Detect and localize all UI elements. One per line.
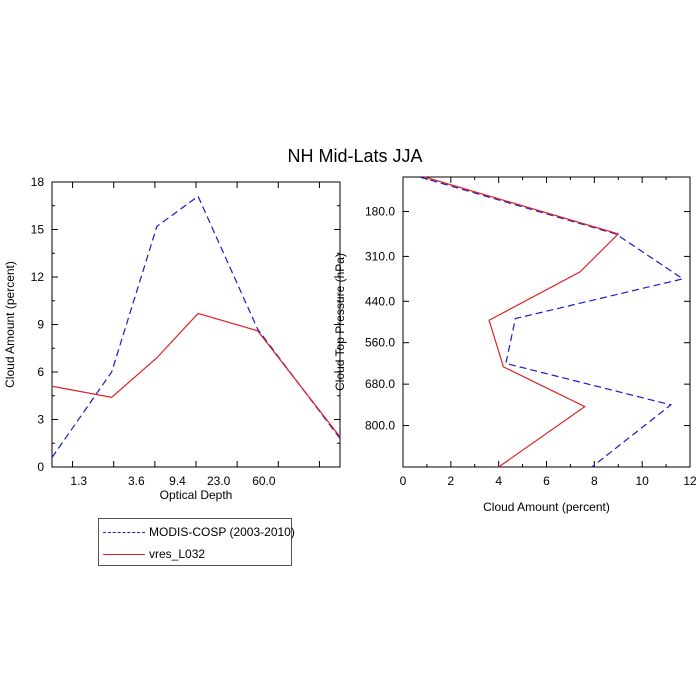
right-xtick-label: 12	[683, 474, 697, 488]
left-xtick-label: 9.4	[169, 474, 186, 488]
right-ylabel: Cloud Top Pressure (hPa)	[333, 253, 347, 391]
left-xtick-label: 23.0	[207, 474, 231, 488]
legend-label-model: vres_L032	[149, 547, 206, 561]
legend-entry-model: vres_L032	[99, 545, 291, 565]
right-ytick-label: 560.0	[365, 336, 395, 350]
right-series-modis-line	[419, 176, 685, 468]
legend-entry-modis: MODIS-COSP (2003-2010)	[99, 523, 295, 543]
left-ytick-label: 0	[37, 460, 44, 474]
left-xtick-label: 3.6	[128, 474, 145, 488]
legend-line-model	[103, 554, 145, 555]
right-xtick-label: 2	[447, 474, 454, 488]
right-xtick-label: 10	[635, 474, 649, 488]
left-ytick-label: 18	[31, 175, 45, 189]
left-xlabel: Optical Depth	[160, 488, 233, 502]
right-ytick-label: 440.0	[365, 294, 395, 308]
right-xtick-label: 4	[495, 474, 502, 488]
legend: MODIS-COSP (2003-2010) vres_L032	[98, 518, 295, 566]
right-ytick-label: 310.0	[365, 249, 395, 263]
left-ytick-label: 12	[31, 270, 45, 284]
legend-label-modis: MODIS-COSP (2003-2010)	[149, 525, 295, 539]
right-plot-cloud-top-pressure: 0 2 4 6 8 10 12 180.0 310.0 440.0 560.0 680.0 800.0 C…	[333, 176, 697, 514]
right-xlabel: Cloud Amount (percent)	[483, 500, 610, 514]
left-ytick-label: 6	[37, 365, 44, 379]
left-ytick-label: 9	[37, 318, 44, 332]
left-ytick-label: 3	[37, 413, 44, 427]
left-ytick-label: 15	[31, 223, 45, 237]
right-plot-frame	[402, 176, 691, 468]
left-xtick-label: 1.3	[70, 474, 87, 488]
right-xtick-label: 0	[400, 474, 407, 488]
left-plot-frame	[51, 181, 341, 468]
left-plot-optical-depth: 0 3 6 9 12 15 18 1.3 3.6 9.4 23.0 60.0 Optical Depth…	[3, 175, 341, 502]
right-ytick-label: 180.0	[365, 205, 395, 219]
left-series-model-line	[51, 312, 341, 438]
right-ytick-label: 680.0	[365, 377, 395, 391]
right-ytick-label: 800.0	[365, 419, 395, 433]
left-series-modis-line	[51, 195, 341, 458]
legend-line-modis	[103, 532, 145, 533]
right-xtick-label: 8	[591, 474, 598, 488]
right-series-model-line	[424, 176, 620, 468]
left-ylabel: Cloud Amount (percent)	[3, 261, 17, 388]
right-xtick-label: 6	[543, 474, 550, 488]
figure-title: NH Mid-Lats JJA	[287, 146, 422, 166]
left-xtick-label: 60.0	[252, 474, 276, 488]
